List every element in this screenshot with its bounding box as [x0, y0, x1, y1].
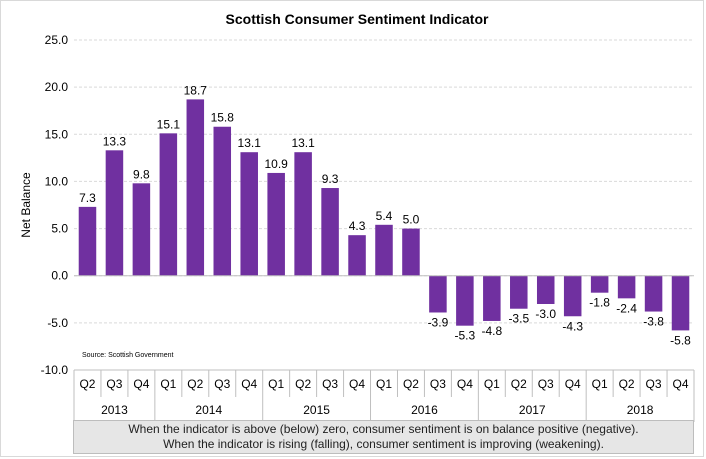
chart-title: Scottish Consumer Sentiment Indicator — [226, 11, 489, 27]
bar-value-label: 9.8 — [133, 167, 150, 181]
x-tick-label: Q4 — [349, 377, 365, 391]
bar — [321, 188, 339, 276]
x-tick-label: Q4 — [457, 377, 473, 391]
bar-value-label: 5.0 — [403, 213, 420, 227]
bar-value-label: 9.3 — [322, 172, 339, 186]
x-tick-label: Q2 — [187, 377, 203, 391]
year-label: 2015 — [303, 403, 330, 417]
bar — [536, 275, 555, 304]
bar — [213, 126, 232, 276]
bar-value-label: 4.3 — [349, 219, 366, 233]
x-tick-label: Q3 — [214, 377, 230, 391]
bar — [267, 172, 285, 276]
x-tick-label: Q4 — [241, 377, 257, 391]
x-tick-label: Q1 — [592, 377, 608, 391]
x-axis: Q2 Q3 Q4 Q1 Q2 Q3 Q4 Q1 Q2 Q3 Q4 Q1 Q2 Q3 Q4 Q1 Q2 Q3 Q4 Q1… — [73, 275, 695, 422]
y-tick-label: -10.0 — [41, 363, 69, 377]
bar — [617, 275, 636, 299]
year-label: 2018 — [627, 403, 654, 417]
year-label: 2017 — [519, 403, 546, 417]
bar — [510, 275, 528, 309]
bar-value-label: -3.0 — [535, 307, 556, 321]
bar — [240, 152, 258, 276]
bar-value-label: -2.4 — [616, 301, 637, 315]
bar-value-label: 10.9 — [264, 157, 288, 171]
bar — [159, 133, 178, 276]
bar-value-label: -3.5 — [508, 312, 529, 326]
x-tick-label: Q2 — [403, 377, 419, 391]
x-tick-label: Q2 — [511, 377, 527, 391]
x-tick-label: Q2 — [295, 377, 311, 391]
y-tick-label: 15.0 — [45, 127, 69, 141]
x-tick-label: Q4 — [673, 377, 689, 391]
bar — [671, 275, 690, 331]
y-tick-label: 0.0 — [51, 269, 68, 283]
bar — [375, 224, 393, 276]
bar — [483, 275, 501, 321]
explanatory-note: When the indicator is above (below) zero… — [73, 420, 694, 454]
x-tick-label: Q1 — [484, 377, 500, 391]
bar — [132, 183, 151, 276]
x-tick-label: Q3 — [430, 377, 446, 391]
bar-value-label: 18.7 — [184, 83, 208, 97]
y-tick-label: -5.0 — [47, 316, 68, 330]
bar-value-label: -3.8 — [643, 315, 664, 329]
bar-value-label: 15.8 — [211, 111, 235, 125]
x-tick-label: Q2 — [619, 377, 635, 391]
bar — [429, 275, 447, 313]
bar-value-label: -4.3 — [562, 319, 583, 333]
bar — [105, 150, 124, 276]
y-tick-label: 20.0 — [45, 80, 69, 94]
bar-value-label: 13.1 — [291, 136, 315, 150]
bar — [456, 275, 474, 326]
x-tick-label: Q2 — [79, 377, 95, 391]
year-label: 2014 — [195, 403, 222, 417]
bar-value-label: 5.4 — [376, 209, 393, 223]
y-tick-labels: 25.0 20.0 15.0 10.0 5.0 0.0 -5.0 -10.0 — [41, 33, 69, 377]
x-tick-label: Q3 — [106, 377, 122, 391]
note-line-1: When the indicator is above (below) zero… — [128, 422, 639, 436]
bar — [78, 206, 97, 276]
bar-value-label: -1.8 — [589, 296, 610, 310]
x-tick-label: Q3 — [538, 377, 554, 391]
bar-value-label: -3.9 — [428, 315, 449, 329]
year-label: 2013 — [101, 403, 128, 417]
bar — [186, 99, 205, 276]
y-axis-label: Net Balance — [19, 172, 33, 238]
x-tick-label: Q3 — [322, 377, 338, 391]
bar — [563, 275, 582, 317]
bar-value-label: 15.1 — [157, 117, 181, 131]
year-label: 2016 — [411, 403, 438, 417]
x-tick-label: Q4 — [565, 377, 581, 391]
y-tick-label: 5.0 — [51, 222, 68, 236]
x-tick-label: Q1 — [376, 377, 392, 391]
x-tick-label: Q1 — [160, 377, 176, 391]
bar-value-label: 13.1 — [238, 136, 262, 150]
bar — [590, 275, 609, 293]
y-tick-label: 10.0 — [45, 174, 69, 188]
bar — [294, 152, 312, 276]
bar-value-label: -4.8 — [481, 324, 502, 338]
bar — [348, 235, 366, 276]
bar-value-label: 13.3 — [103, 134, 127, 148]
bar — [644, 275, 663, 312]
bar-value-label: 7.3 — [79, 191, 96, 205]
x-tick-label: Q4 — [133, 377, 149, 391]
x-tick-label: Q3 — [646, 377, 662, 391]
note-line-2: When the indicator is rising (falling), … — [163, 437, 604, 451]
bars: 7.313.39.815.118.715.813.110.913.19.34.3… — [78, 83, 691, 347]
x-tick-label: Q1 — [268, 377, 284, 391]
bar-value-label: -5.8 — [670, 333, 691, 347]
source-note: Source: Scottish Government — [82, 352, 173, 359]
bar — [402, 228, 420, 276]
bar-value-label: -5.3 — [455, 329, 476, 343]
y-tick-label: 25.0 — [45, 33, 69, 47]
